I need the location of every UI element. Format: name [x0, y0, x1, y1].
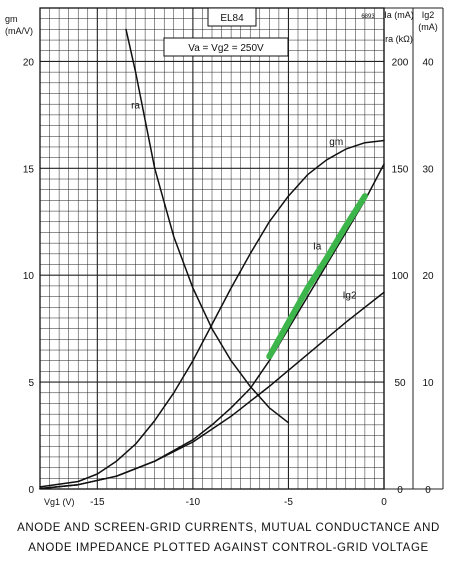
curve-gm — [39, 139, 385, 488]
caption-line-2: ANODE IMPEDANCE PLOTTED AGAINST CONTROL-… — [28, 542, 429, 554]
title-box — [207, 7, 257, 27]
gm-tick-label: 10 — [23, 271, 35, 282]
gm-axis-unit: (mA/V) — [5, 26, 33, 36]
gm-axis-label: gm — [5, 14, 18, 24]
curve-ig2 — [39, 291, 385, 490]
ia-axis-label: Ia (mA) — [384, 10, 414, 20]
curve-label-ig2: Ig2 — [343, 291, 357, 302]
x-tick-label: -10 — [186, 497, 201, 508]
chart-figure: EL84 Va = Vg2 = 250V 6893 0 5 10 15 20 gm (mA/V) 0… — [5, 7, 444, 508]
ig2-tick-label: 40 — [422, 57, 434, 68]
gm-tick-label: 20 — [23, 57, 35, 68]
curve-ra — [125, 28, 290, 424]
x-axis-label: Vg1 (V) — [44, 497, 75, 507]
gm-tick-label: 15 — [23, 164, 35, 175]
ig2-tick-label: 10 — [422, 378, 434, 389]
ia-tick-label: 50 — [394, 378, 406, 389]
gm-tick-label: 0 — [28, 485, 34, 496]
condition-label: Va = Vg2 = 250V — [188, 43, 264, 54]
highlight-stroke — [266, 193, 368, 360]
caption-line-1: ANODE AND SCREEN-GRID CURRENTS, MUTUAL C… — [17, 522, 440, 534]
x-tick-label: -15 — [90, 497, 105, 508]
chart-title: EL84 — [220, 13, 244, 24]
x-tick-label: -5 — [284, 497, 293, 508]
ia-tick-label: 200 — [392, 57, 409, 68]
curve-label-ia: Ia — [313, 242, 322, 253]
ia-tick-label: 150 — [392, 164, 409, 175]
curve-label-ra: ra — [131, 100, 140, 111]
ig2-axis-unit: (mA) — [418, 22, 438, 32]
ia-tick-label: 100 — [392, 271, 409, 282]
ia-tick-label: 0 — [397, 485, 403, 496]
ig2-tick-label: 0 — [425, 485, 431, 496]
gm-tick-label: 5 — [28, 378, 34, 389]
figure-code: 6893 — [361, 14, 375, 20]
ig2-tick-label: 30 — [422, 164, 434, 175]
x-tick-label: 0 — [381, 497, 387, 508]
ig2-axis-label: Ig2 — [422, 10, 435, 20]
condition-box — [163, 37, 289, 57]
ra-axis-label: ra (kΩ) — [385, 34, 413, 44]
curve-label-gm: gm — [329, 137, 343, 148]
ig2-tick-label: 20 — [422, 271, 434, 282]
